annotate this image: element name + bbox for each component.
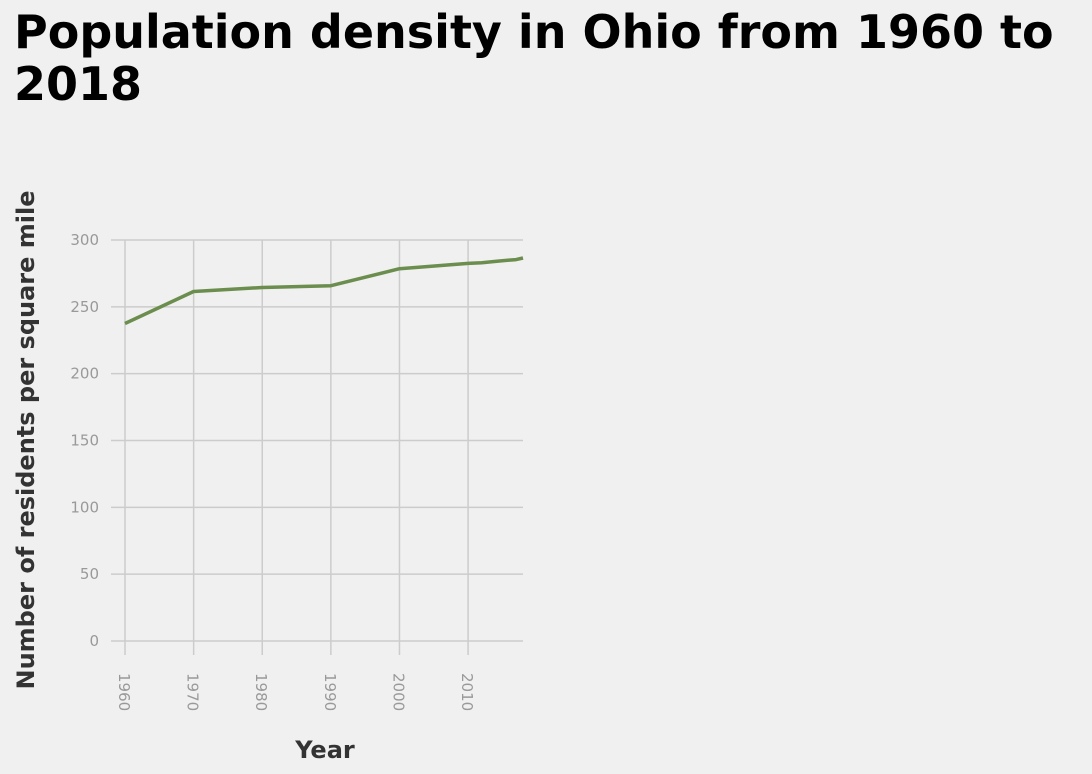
grid [111,239,523,655]
x-tick-label: 1970 [184,673,202,711]
y-tick-label: 250 [70,298,99,316]
x-tick-label: 1980 [252,673,270,711]
y-axis-label: Number of residents per square mile [12,191,40,690]
y-tick-label: 50 [80,565,99,583]
x-tick-label: 1960 [115,673,133,711]
x-tick-label: 1990 [321,673,339,711]
x-axis-label: Year [294,736,355,764]
chart-title: Population density in Ohio from 1960 to … [14,5,1054,111]
y-tick-label: 100 [70,498,99,516]
x-axis-ticks: 1960 1970 1980 1990 2000 2010 [115,673,476,711]
y-tick-label: 300 [70,231,99,249]
y-tick-label: 200 [70,365,99,383]
y-tick-label: 150 [70,432,99,450]
y-tick-label: 0 [89,632,99,650]
y-axis-ticks: 0 50 100 150 200 250 300 [70,231,99,650]
x-tick-label: 2000 [389,673,407,711]
x-tick-label: 2010 [458,673,476,711]
series-line [124,256,524,326]
